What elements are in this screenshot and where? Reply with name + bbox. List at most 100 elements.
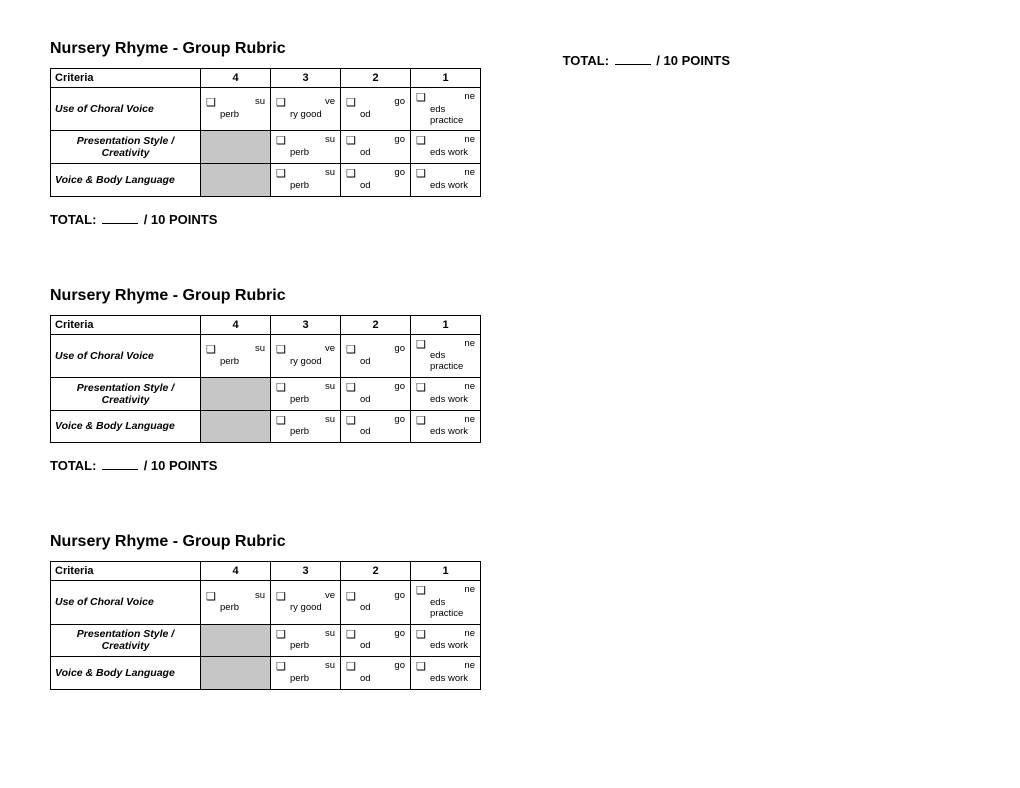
total-prefix: TOTAL: bbox=[50, 458, 96, 473]
header-c4: 4 bbox=[201, 315, 271, 334]
cell-text-top: su bbox=[325, 135, 335, 148]
cell-text-top: ne bbox=[464, 661, 475, 674]
checkbox-icon[interactable]: ❑ bbox=[276, 629, 286, 642]
rubric-cell-1: ❑needs work bbox=[411, 624, 481, 657]
rubric-cell-2: ❑good bbox=[341, 624, 411, 657]
rubric-cell-2: ❑good bbox=[341, 334, 411, 377]
rubric-cell-4 bbox=[201, 624, 271, 657]
rubric-block-1: Nursery Rhyme - Group Rubric TOTAL: / 10… bbox=[50, 40, 970, 227]
cell-text-bottom: eds practice bbox=[416, 351, 475, 373]
rubric-cell-1: ❑needs practice bbox=[411, 334, 481, 377]
checkbox-icon[interactable]: ❑ bbox=[346, 97, 356, 110]
header-criteria: Criteria bbox=[51, 315, 201, 334]
cell-text-top: ve bbox=[325, 97, 335, 110]
cell-text-bottom: od bbox=[346, 641, 405, 652]
table-row: Presentation Style / Creativity❑superb❑g… bbox=[51, 131, 481, 164]
checkbox-icon[interactable]: ❑ bbox=[416, 629, 426, 642]
cell-text-bottom: ry good bbox=[276, 110, 335, 121]
checkbox-icon[interactable]: ❑ bbox=[346, 415, 356, 428]
cell-text-top: ne bbox=[464, 382, 475, 395]
top-row: Nursery Rhyme - Group Rubric TOTAL: / 10… bbox=[50, 40, 970, 68]
rubric-cell-4 bbox=[201, 131, 271, 164]
checkbox-icon[interactable]: ❑ bbox=[346, 661, 356, 674]
rubric-cell-2: ❑ good bbox=[341, 164, 411, 197]
total-blank[interactable] bbox=[102, 211, 138, 224]
rubric-cell-3: ❑superb bbox=[271, 657, 341, 690]
checkbox-icon[interactable]: ❑ bbox=[416, 585, 426, 598]
rubric-cell-2: ❑ good bbox=[341, 581, 411, 624]
cell-text-top: go bbox=[394, 168, 405, 181]
checkbox-icon[interactable]: ❑ bbox=[346, 591, 356, 604]
rubric-cell-1: ❑ needs work bbox=[411, 378, 481, 411]
cell-text-bottom: ry good bbox=[276, 603, 335, 614]
table-row: Voice & Body Language❑superb❑good❑needs … bbox=[51, 410, 481, 443]
header-c3: 3 bbox=[271, 562, 341, 581]
checkbox-icon[interactable]: ❑ bbox=[346, 382, 356, 395]
checkbox-icon[interactable]: ❑ bbox=[276, 344, 286, 357]
checkbox-icon[interactable]: ❑ bbox=[206, 344, 216, 357]
total-blank[interactable] bbox=[615, 52, 651, 65]
header-c2: 2 bbox=[341, 315, 411, 334]
cell-text-top: ne bbox=[464, 585, 475, 598]
checkbox-icon[interactable]: ❑ bbox=[276, 382, 286, 395]
cell-text-bottom: od bbox=[346, 181, 405, 192]
checkbox-icon[interactable]: ❑ bbox=[276, 135, 286, 148]
checkbox-icon[interactable]: ❑ bbox=[276, 97, 286, 110]
cell-text-bottom: od bbox=[346, 674, 405, 685]
checkbox-icon[interactable]: ❑ bbox=[346, 168, 356, 181]
checkbox-icon[interactable]: ❑ bbox=[206, 591, 216, 604]
criteria-label: Voice & Body Language bbox=[51, 657, 201, 690]
cell-text-top: ne bbox=[464, 92, 475, 105]
rubric-table: Criteria4321Use of Choral Voice❑superb❑v… bbox=[50, 315, 481, 444]
checkbox-icon[interactable]: ❑ bbox=[416, 382, 426, 395]
cell-text-top: su bbox=[255, 591, 265, 604]
rubric-cell-4: ❑superb bbox=[201, 581, 271, 624]
checkbox-icon[interactable]: ❑ bbox=[276, 415, 286, 428]
cell-text-top: go bbox=[394, 591, 405, 604]
cell-text-top: go bbox=[394, 415, 405, 428]
page: Nursery Rhyme - Group Rubric TOTAL: / 10… bbox=[50, 40, 970, 690]
checkbox-icon[interactable]: ❑ bbox=[416, 135, 426, 148]
header-c3: 3 bbox=[271, 69, 341, 88]
rubric-block-2: Nursery Rhyme - Group Rubric Criteria432… bbox=[50, 287, 970, 474]
total-suffix: / 10 POINTS bbox=[144, 212, 218, 227]
checkbox-icon[interactable]: ❑ bbox=[276, 168, 286, 181]
checkbox-icon[interactable]: ❑ bbox=[346, 629, 356, 642]
cell-text-top: su bbox=[255, 344, 265, 357]
rubric-title: Nursery Rhyme - Group Rubric bbox=[50, 287, 970, 305]
cell-text-bottom: perb bbox=[276, 395, 335, 406]
checkbox-icon[interactable]: ❑ bbox=[346, 135, 356, 148]
checkbox-icon[interactable]: ❑ bbox=[416, 168, 426, 181]
checkbox-icon[interactable]: ❑ bbox=[206, 97, 216, 110]
header-criteria: Criteria bbox=[51, 562, 201, 581]
header-c3: 3 bbox=[271, 315, 341, 334]
cell-text-bottom: od bbox=[346, 603, 405, 614]
cell-text-top: su bbox=[325, 168, 335, 181]
checkbox-icon[interactable]: ❑ bbox=[416, 415, 426, 428]
rubric-cell-4 bbox=[201, 164, 271, 197]
checkbox-icon[interactable]: ❑ bbox=[416, 92, 426, 105]
checkbox-icon[interactable]: ❑ bbox=[276, 661, 286, 674]
table-row: Presentation Style / Creativity❑superb❑g… bbox=[51, 378, 481, 411]
cell-text-bottom: eds practice bbox=[416, 598, 475, 620]
cell-text-top: go bbox=[394, 97, 405, 110]
cell-text-bottom: perb bbox=[276, 641, 335, 652]
rubric-cell-3: ❑superb bbox=[271, 164, 341, 197]
table-row: Use of Choral Voice❑superb❑very good❑goo… bbox=[51, 334, 481, 377]
checkbox-icon[interactable]: ❑ bbox=[346, 344, 356, 357]
total-blank[interactable] bbox=[102, 457, 138, 470]
total-suffix: / 10 POINTS bbox=[144, 458, 218, 473]
checkbox-icon[interactable]: ❑ bbox=[416, 339, 426, 352]
rubric-cell-2: ❑good bbox=[341, 131, 411, 164]
cell-text-bottom: eds work bbox=[416, 395, 475, 406]
criteria-label: Presentation Style / Creativity bbox=[51, 624, 201, 657]
cell-text-bottom: eds work bbox=[416, 674, 475, 685]
rubric-cell-1: ❑ needs practice bbox=[411, 581, 481, 624]
checkbox-icon[interactable]: ❑ bbox=[416, 661, 426, 674]
criteria-label: Use of Choral Voice bbox=[51, 334, 201, 377]
checkbox-icon[interactable]: ❑ bbox=[276, 591, 286, 604]
cell-text-top: su bbox=[325, 415, 335, 428]
rubric-cell-1: ❑needs practice bbox=[411, 88, 481, 131]
header-criteria: Criteria bbox=[51, 69, 201, 88]
cell-text-top: go bbox=[394, 135, 405, 148]
